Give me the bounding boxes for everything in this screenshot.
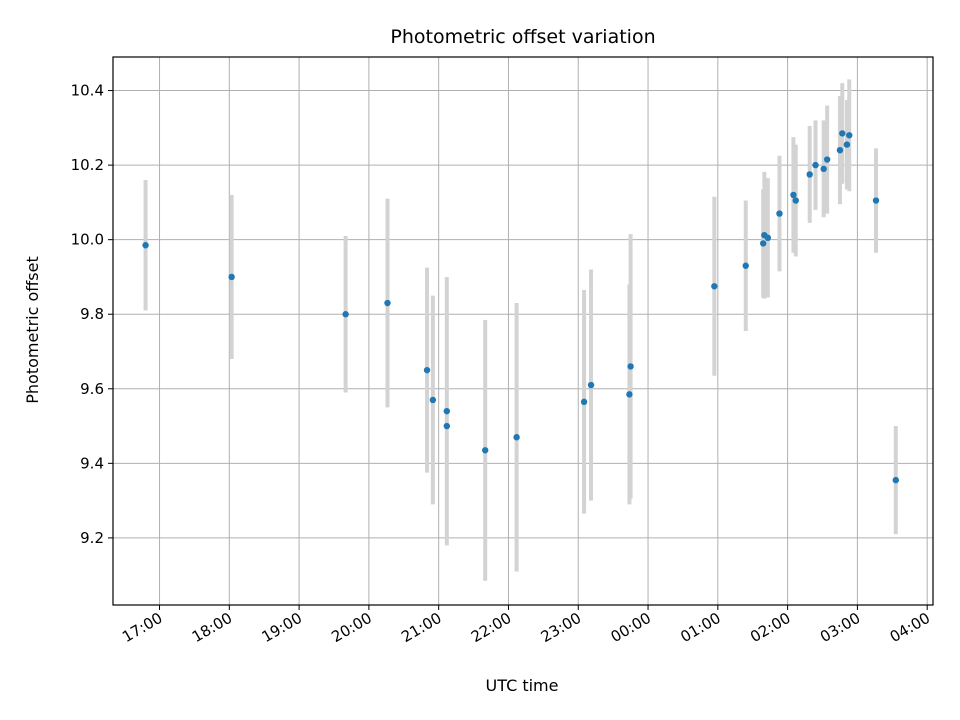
y-tick-label: 9.8: [80, 305, 104, 323]
data-point: [513, 434, 520, 441]
data-point: [627, 363, 634, 370]
data-point: [812, 161, 819, 169]
data-point: [711, 283, 718, 290]
data-point: [342, 311, 349, 318]
data-point: [481, 447, 489, 454]
data-point: [836, 146, 844, 154]
data-point: [626, 391, 633, 398]
data-point: [872, 197, 880, 204]
y-tick-label: 9.6: [80, 380, 104, 398]
data-point: [742, 262, 749, 269]
y-axis-ticks: 9.2 9.4 9.6 9.8 10.0 10.2 10.4: [71, 82, 113, 547]
data-point: [587, 381, 595, 389]
data-points: [142, 130, 899, 484]
data-point: [806, 171, 813, 178]
data-point: [228, 273, 235, 281]
y-tick-label: 10.4: [71, 82, 104, 100]
chart-title: Photometric offset variation: [390, 26, 655, 48]
data-point: [892, 476, 899, 484]
data-point: [580, 398, 588, 406]
data-point: [792, 197, 799, 204]
data-point: [776, 210, 783, 217]
data-point: [790, 191, 797, 199]
data-point: [142, 242, 149, 249]
data-point: [764, 234, 772, 242]
data-point: [823, 156, 831, 163]
y-axis-label: Photometric offset: [23, 256, 42, 404]
data-point: [384, 299, 391, 307]
x-axis-label: UTC time: [486, 676, 559, 695]
data-point: [839, 130, 846, 137]
y-tick-label: 9.4: [80, 454, 104, 472]
data-point: [843, 141, 851, 148]
data-point: [423, 366, 431, 374]
plot-frame: [112, 56, 934, 606]
data-point: [443, 422, 451, 430]
data-point: [759, 240, 767, 247]
data-point: [443, 407, 451, 415]
y-tick-label: 9.2: [80, 529, 104, 547]
data-point: [846, 132, 853, 139]
data-point: [820, 165, 827, 173]
y-tick-label: 10.0: [71, 231, 104, 249]
grid: [113, 57, 933, 605]
data-point: [429, 396, 437, 404]
y-tick-label: 10.2: [71, 156, 104, 174]
